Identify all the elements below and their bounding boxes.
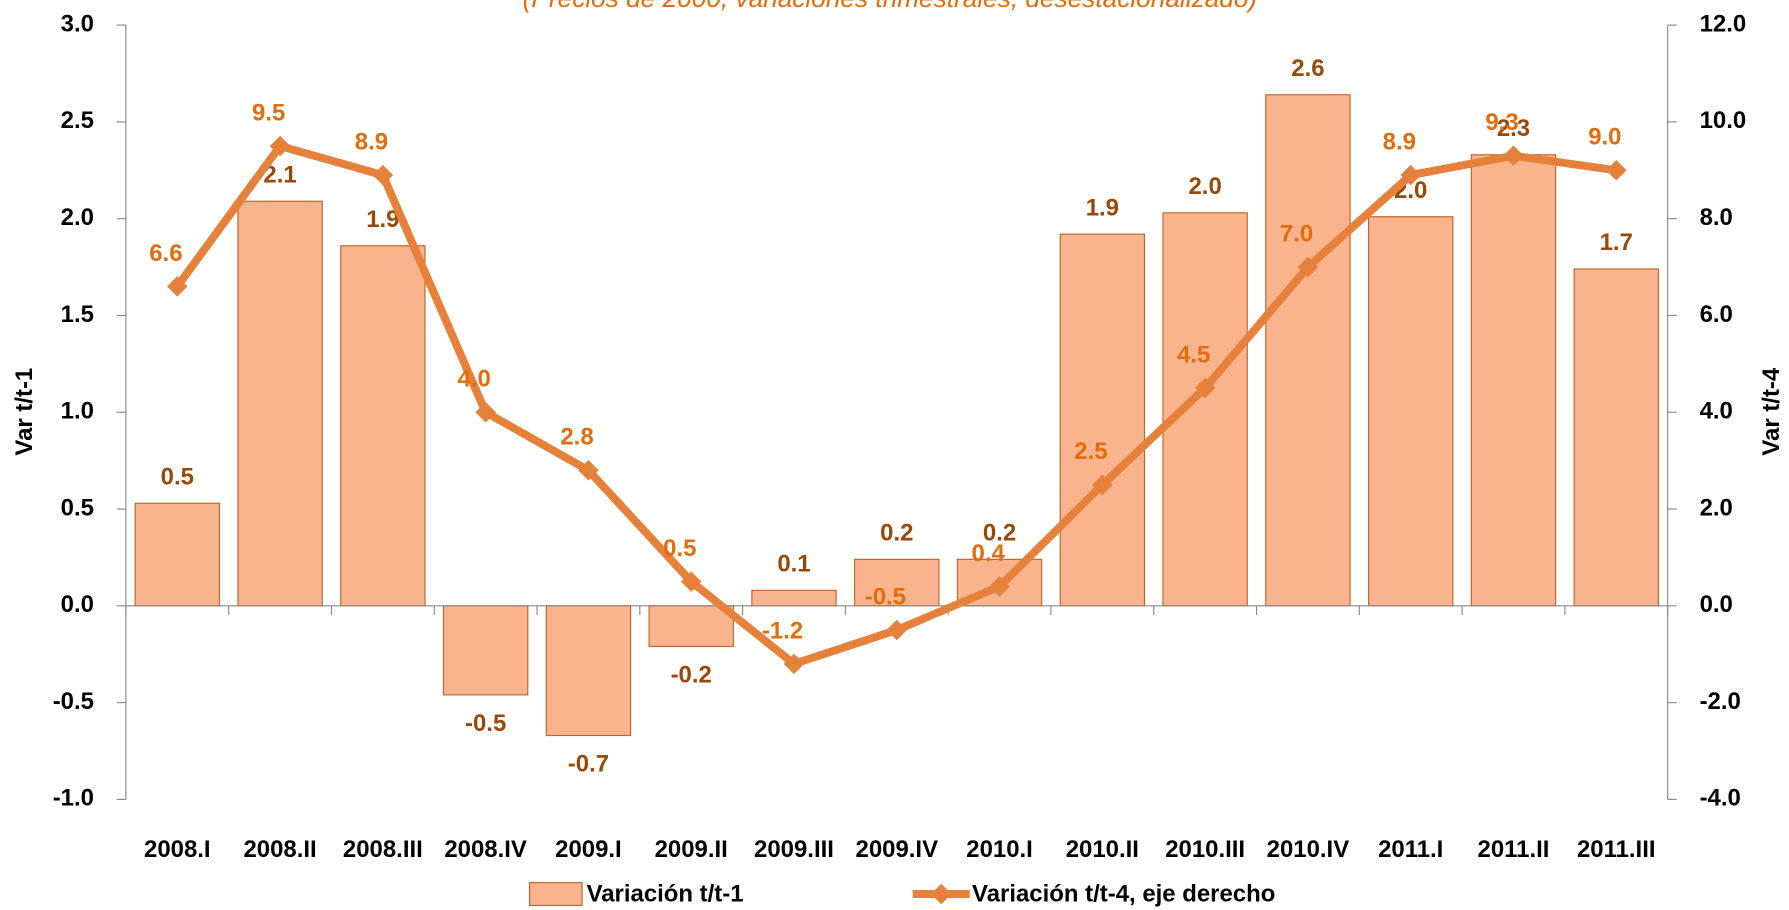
y2-axis-title: Var t/t-4 bbox=[1758, 367, 1785, 455]
bar-label: 1.7 bbox=[1600, 229, 1633, 256]
y-tick-label: 2.5 bbox=[61, 107, 94, 134]
line-label: 4.0 bbox=[458, 366, 491, 393]
y2-tick-label: 10.0 bbox=[1700, 107, 1747, 134]
bar bbox=[1265, 94, 1351, 607]
line-label: 0.5 bbox=[663, 535, 696, 562]
y2-tick-label: -2.0 bbox=[1700, 688, 1741, 715]
bar bbox=[1573, 268, 1659, 607]
bar bbox=[1162, 212, 1248, 607]
y-tick-label: 3.0 bbox=[61, 10, 94, 37]
x-tick-label: 2008.I bbox=[144, 836, 211, 863]
line-label: 8.9 bbox=[355, 129, 388, 156]
x-tick-label: 2009.II bbox=[655, 836, 728, 863]
bar-label: 0.2 bbox=[880, 520, 913, 547]
y2-tick-label: 6.0 bbox=[1700, 301, 1733, 328]
bar bbox=[1367, 216, 1454, 607]
bar-label: 2.6 bbox=[1291, 55, 1324, 82]
line-label: 8.9 bbox=[1383, 129, 1416, 156]
line-label: 7.0 bbox=[1280, 220, 1313, 247]
y2-tick-label: 2.0 bbox=[1700, 494, 1733, 521]
y-tick-label: 2.0 bbox=[61, 204, 94, 231]
y2-tick-label: 12.0 bbox=[1700, 10, 1747, 37]
x-tick-label: 2011.II bbox=[1478, 836, 1550, 863]
x-tick-label: 2011.I bbox=[1378, 836, 1443, 863]
line-label: 9.5 bbox=[252, 99, 285, 126]
line-marker bbox=[269, 135, 291, 157]
x-tick-label: 2008.III bbox=[343, 836, 423, 863]
x-tick-label: 2010.IV bbox=[1267, 836, 1350, 863]
y-tick-label: -1.0 bbox=[53, 785, 94, 812]
line-marker bbox=[475, 401, 496, 423]
x-tick-label: 2010.III bbox=[1165, 836, 1245, 863]
x-tick-label: 2011.III bbox=[1577, 836, 1656, 863]
bar-label: 0.5 bbox=[161, 463, 194, 490]
x-tick-label: 2009.III bbox=[754, 836, 834, 863]
line-marker bbox=[1400, 164, 1421, 186]
bar-label: 1.9 bbox=[1086, 194, 1119, 221]
bar-label: 2.0 bbox=[1188, 173, 1221, 200]
x-tick-label: 2008.IV bbox=[444, 836, 527, 863]
x-tick-label: 2010.I bbox=[966, 836, 1033, 863]
line-label: -1.2 bbox=[762, 617, 803, 644]
line-label: 9.3 bbox=[1485, 109, 1518, 136]
bar bbox=[751, 589, 837, 607]
line-marker bbox=[1092, 474, 1113, 496]
line-marker bbox=[1194, 377, 1216, 399]
line-label: 2.5 bbox=[1074, 438, 1107, 465]
line-label: 4.5 bbox=[1177, 341, 1210, 368]
bar bbox=[442, 605, 529, 696]
legend-label: Variación t/t-1 bbox=[587, 881, 744, 908]
bar-label: 0.2 bbox=[983, 520, 1016, 547]
y-tick-label: 0.5 bbox=[61, 494, 94, 521]
line-label: -0.5 bbox=[865, 583, 906, 610]
line-label: 9.0 bbox=[1588, 124, 1621, 151]
legend-swatch bbox=[529, 882, 583, 907]
bar bbox=[648, 605, 734, 648]
line-marker bbox=[1503, 145, 1524, 167]
line-marker bbox=[886, 619, 908, 641]
line-marker bbox=[1297, 256, 1319, 278]
line-marker bbox=[783, 653, 805, 675]
line-label: 6.6 bbox=[149, 240, 182, 267]
x-tick-label: 2010.II bbox=[1066, 836, 1139, 863]
y2-tick-label: 4.0 bbox=[1700, 398, 1733, 425]
line-label: 2.8 bbox=[560, 424, 593, 451]
bar bbox=[237, 200, 323, 607]
line-marker bbox=[1606, 160, 1627, 181]
bar bbox=[1059, 233, 1146, 607]
bar bbox=[340, 245, 426, 607]
x-tick-label: 2009.IV bbox=[856, 836, 939, 863]
bar bbox=[545, 605, 632, 737]
line-marker bbox=[372, 164, 394, 186]
bar-label: 0.1 bbox=[777, 551, 810, 578]
y-tick-label: 1.5 bbox=[61, 301, 94, 328]
y-tick-label: 0.0 bbox=[61, 591, 94, 618]
legend-label: Variación t/t-4, eje derecho bbox=[972, 881, 1275, 908]
y2-tick-label: 0.0 bbox=[1700, 591, 1733, 618]
bar-label: 2.3 bbox=[1497, 115, 1530, 142]
x-tick-label: 2009.I bbox=[555, 836, 622, 863]
line-marker bbox=[680, 571, 702, 592]
bar-label: -0.2 bbox=[671, 661, 712, 688]
y2-tick-label: 8.0 bbox=[1700, 204, 1733, 231]
bar-label: -0.5 bbox=[465, 710, 506, 737]
bar-label: -0.7 bbox=[568, 750, 609, 777]
y2-tick-label: -4.0 bbox=[1700, 785, 1741, 812]
line-label: 0.4 bbox=[972, 540, 1006, 567]
chart-subtitle: (Precios de 2000, variaciones trimestral… bbox=[523, 0, 1257, 13]
y-axis-title: Var t/t-1 bbox=[11, 368, 38, 456]
x-tick-label: 2008.II bbox=[243, 836, 316, 863]
bar bbox=[134, 502, 221, 607]
line-marker bbox=[989, 576, 1010, 597]
y-tick-label: 1.0 bbox=[61, 398, 94, 425]
y-tick-label: -0.5 bbox=[53, 688, 94, 715]
bar bbox=[1470, 154, 1557, 607]
legend-swatch bbox=[930, 883, 952, 905]
